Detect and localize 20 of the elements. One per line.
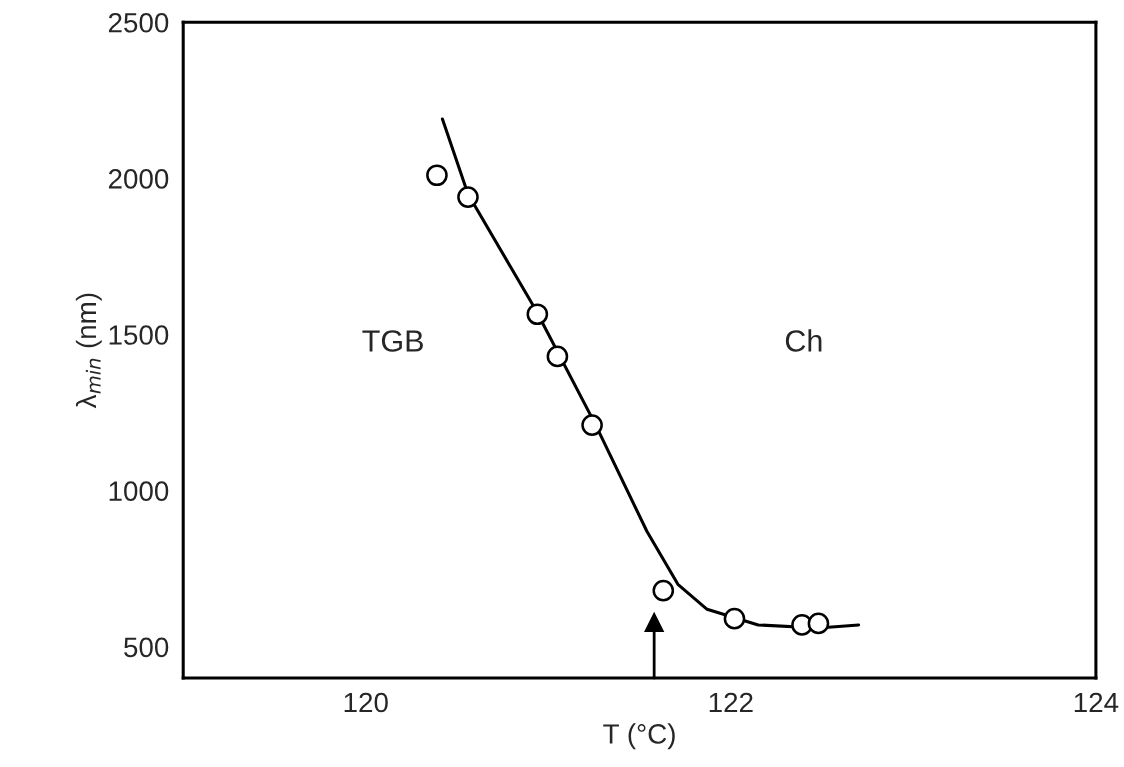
point xyxy=(652,579,675,602)
y-tick-label: 1500 xyxy=(109,325,169,345)
annotation: TGB xyxy=(362,330,423,352)
y-tick-label: 2500 xyxy=(108,12,169,33)
x-tick-label: 120 xyxy=(344,692,388,713)
point xyxy=(723,607,746,630)
x-tick-label: 124 xyxy=(1074,692,1119,713)
y-tick-label: 500 xyxy=(124,637,169,658)
x-tick-label: 122 xyxy=(709,692,753,713)
point xyxy=(581,414,603,436)
point xyxy=(526,303,549,326)
y-tick-label: 1000 xyxy=(109,481,169,501)
y-tick-label: 2000 xyxy=(108,169,169,189)
point xyxy=(546,345,569,368)
point xyxy=(807,612,830,635)
point xyxy=(426,164,448,187)
annotation: Ch xyxy=(785,329,822,352)
y-axis-title: λ$_{min}$ (nm) xyxy=(75,293,102,409)
point xyxy=(457,186,479,208)
x-axis-title: T (°C) xyxy=(603,723,675,750)
